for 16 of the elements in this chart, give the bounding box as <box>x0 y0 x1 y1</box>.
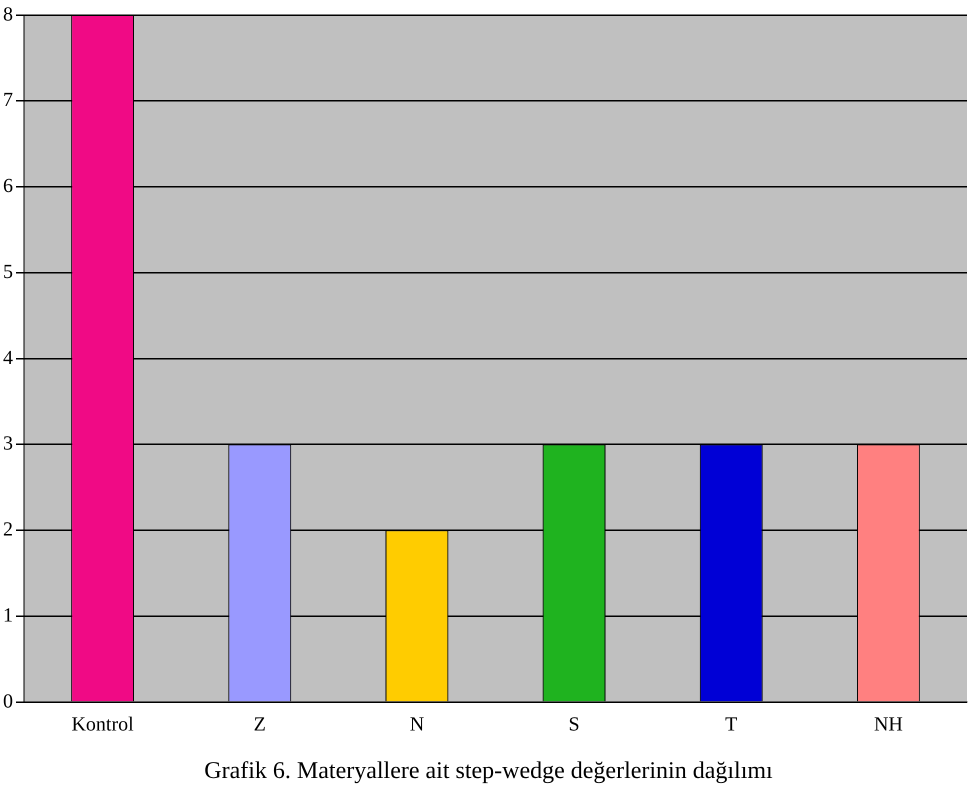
y-tick-label: 5 <box>3 260 13 283</box>
y-tick-label: 6 <box>3 175 13 197</box>
x-tick-label: T <box>725 713 738 736</box>
y-tick-label: 7 <box>3 89 13 112</box>
x-tick-label: NH <box>874 713 903 736</box>
y-tick-label: 1 <box>3 604 13 626</box>
x-tick-label: Z <box>254 713 266 736</box>
x-tick-label: Kontrol <box>71 713 134 736</box>
x-tick-label: N <box>410 713 424 736</box>
y-tick-label: 0 <box>3 690 13 712</box>
y-tick-label: 2 <box>3 518 13 540</box>
text: Grafik 6. Materyallere ait step-wedge değerlerinin dağılımı <box>203 758 774 785</box>
y-tick-label: 4 <box>3 346 13 369</box>
y-tick-label: 3 <box>3 432 13 455</box>
y-tick-label: 8 <box>3 3 13 26</box>
x-tick-label: S <box>568 713 580 736</box>
